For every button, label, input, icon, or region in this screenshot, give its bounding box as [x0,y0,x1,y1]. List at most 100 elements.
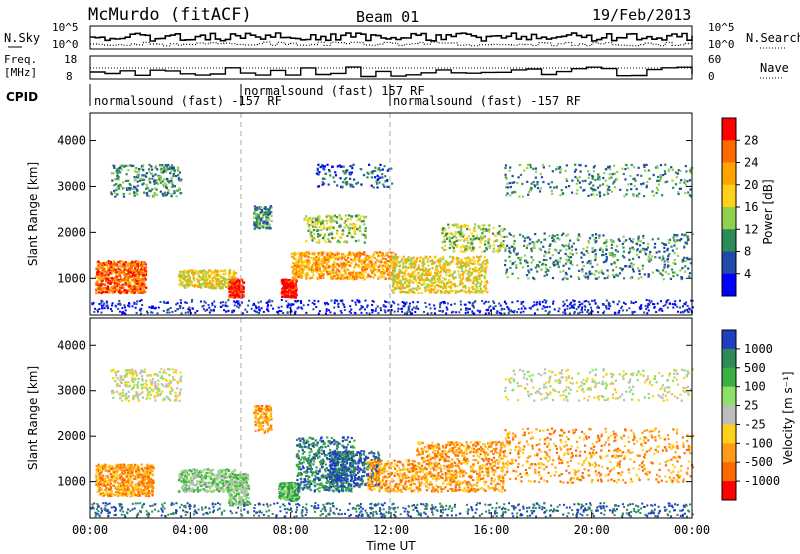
echo-cell [456,244,459,247]
echo-cell [612,182,615,185]
echo-cell [187,284,191,287]
echo-cell [475,277,478,280]
echo-cell [585,299,588,302]
echo-cell [116,265,119,268]
echo-cell [479,241,482,244]
echo-cell [253,221,256,224]
echo-cell [512,242,516,245]
echo-cell [226,310,229,313]
echo-cell [646,306,649,309]
echo-cell [452,246,455,250]
echo-cell [352,185,355,188]
echo-cell [318,310,321,313]
echo-cell [313,225,316,228]
echo-cell [122,181,125,184]
echo-cell [201,305,204,308]
echo-cell [392,259,395,262]
echo-cell [220,269,223,273]
echo-cell [674,240,677,244]
echo-cell [423,286,427,289]
echo-cell [374,264,377,267]
echo-cell [388,167,391,171]
echo-cell [645,248,648,251]
echo-cell [114,304,117,307]
echo-cell [425,255,429,258]
echo-cell [231,293,234,296]
echo-cell [317,252,320,255]
echo-cell [165,184,168,187]
echo-cell [365,312,368,315]
echo-cell [505,177,508,180]
echo-cell [451,245,454,248]
echo-cell [517,277,520,280]
echo-cell [334,262,337,265]
echo-cell [471,302,474,305]
echo-cell [448,285,452,288]
echo-cell [355,252,358,255]
echo-cell [427,273,430,277]
echo-cell [548,234,551,238]
echo-cell [453,241,456,244]
echo-cell [434,272,437,275]
echo-cell [140,272,143,275]
echo-cell [613,172,616,175]
echo-cell [415,305,418,308]
echo-cell [615,245,619,248]
echo-cell [181,281,185,284]
echo-cell [238,292,241,296]
echo-cell [381,252,384,255]
echo-cell [472,287,475,291]
echo-cell [610,246,613,250]
echo-cell [455,245,458,248]
echo-cell [388,271,392,274]
echo-cell [137,291,140,294]
echo-cell [200,270,204,273]
echo-cell [108,287,111,290]
echo-cell [123,289,126,292]
echo-cell [485,259,488,262]
echo-cell [260,219,263,222]
echo-cell [456,223,460,226]
echo-cell [131,264,135,267]
echo-cell [258,207,261,210]
echo-cell [544,301,547,304]
echo-cell [392,261,396,264]
echo-cell [350,171,353,174]
echo-cell [115,189,118,192]
echo-cell [293,253,296,256]
echo-cell [564,169,567,172]
echo-cell [150,165,153,168]
echo-cell [369,274,372,277]
echo-cell [603,277,606,280]
echo-cell [647,169,650,172]
echo-cell [558,307,561,310]
echo-cell [637,235,640,238]
echo-cell [357,214,360,217]
echo-cell [289,289,292,292]
echo-cell [149,181,152,184]
echo-cell [380,272,383,275]
echo-cell [483,289,487,292]
echo-cell [364,236,367,240]
echo-cell [257,227,260,230]
echo-cell [329,215,332,218]
echo-cell [216,274,219,277]
echo-cell [611,255,615,258]
echo-cell [551,170,554,173]
echo-cell [363,217,366,220]
echo-cell [215,270,218,274]
echo-cell [113,264,116,267]
echo-cell [258,206,262,209]
echo-cell [438,280,441,283]
echo-cell [473,276,476,279]
echo-cell [690,299,693,302]
echo-cell [687,191,690,194]
echo-cell [436,267,439,270]
echo-cell [316,169,319,172]
echo-cell [395,258,398,262]
echo-cell [237,302,240,305]
echo-cell [338,214,341,217]
echo-cell [396,272,399,276]
echo-cell [468,258,472,262]
cpid-segment-3: normalsound (fast) -157 RF [393,94,581,108]
